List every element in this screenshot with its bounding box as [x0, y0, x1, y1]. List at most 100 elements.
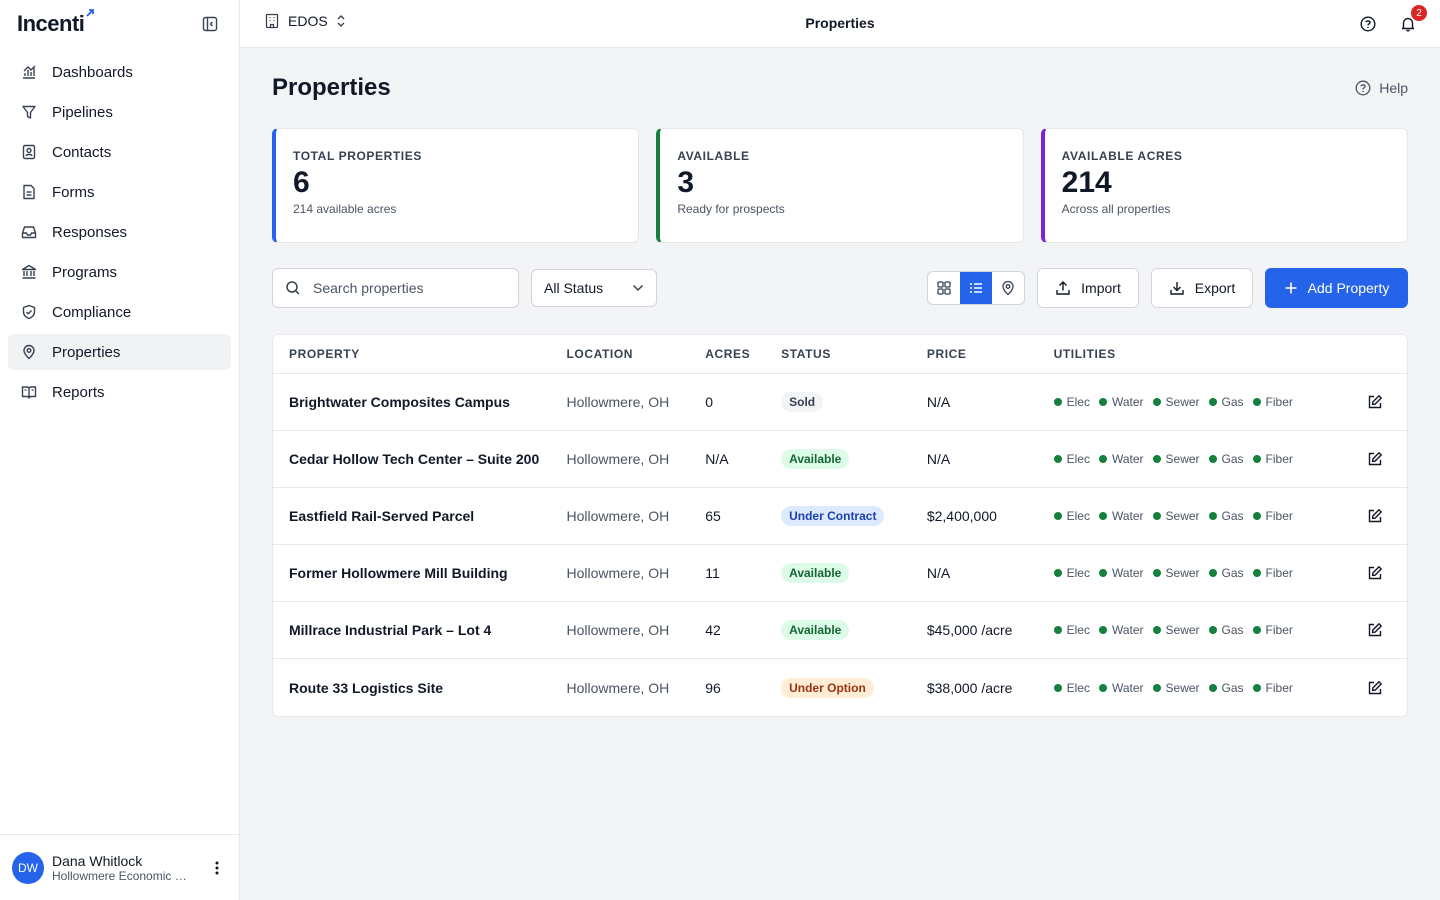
status-filter-select[interactable]: All Status — [531, 269, 657, 307]
edit-button[interactable] — [1364, 505, 1386, 527]
utility-sewer: Sewer — [1152, 566, 1200, 580]
stat-card-available-acres: AVAILABLE ACRES 214 Across all propertie… — [1040, 128, 1408, 243]
sidebar-item-reports[interactable]: Reports — [8, 374, 231, 410]
edit-button[interactable] — [1364, 619, 1386, 641]
property-location: Hollowmere, OH — [566, 565, 670, 581]
utility-label: Gas — [1221, 509, 1244, 523]
utility-water: Water — [1098, 623, 1144, 637]
actions-cell — [1343, 391, 1407, 413]
column-header-acres[interactable]: ACRES — [705, 347, 751, 361]
status-cell: Available — [781, 620, 927, 640]
bell-icon — [1401, 17, 1415, 32]
column-header-property[interactable]: PROPERTY — [289, 347, 360, 361]
column-header-status[interactable]: STATUS — [781, 347, 831, 361]
shield-icon — [21, 304, 37, 320]
status-badge: Under Contract — [781, 506, 885, 526]
utility-water: Water — [1098, 681, 1144, 695]
property-name[interactable]: Cedar Hollow Tech Center – Suite 200 — [289, 451, 540, 467]
help-button[interactable] — [1358, 14, 1378, 34]
utility-dot — [1152, 626, 1161, 634]
stat-value: 6 — [293, 166, 310, 199]
table-row[interactable]: Cedar Hollow Tech Center – Suite 200 Hol… — [273, 431, 1407, 488]
property-acres: 0 — [705, 394, 714, 410]
map-pin-icon — [1002, 280, 1014, 296]
property-acres: 96 — [705, 679, 721, 696]
view-toggle — [927, 271, 1025, 305]
utility-sewer: Sewer — [1152, 395, 1200, 409]
sidebar-item-properties[interactable]: Properties — [8, 334, 231, 370]
utility-dot — [1252, 455, 1261, 463]
utilities-list: Elec Water Sewer Gas Fiber — [1053, 623, 1343, 637]
add-property-button[interactable]: Add Property — [1265, 268, 1408, 308]
utility-water: Water — [1098, 395, 1144, 409]
avatar[interactable]: DW — [12, 851, 44, 884]
utility-fiber: Fiber — [1252, 623, 1293, 637]
export-label: Export — [1194, 280, 1236, 296]
column-header-price[interactable]: PRICE — [926, 347, 967, 361]
utility-elec: Elec — [1053, 509, 1090, 523]
table-row[interactable]: Eastfield Rail-Served Parcel Hollowmere,… — [273, 488, 1407, 545]
edit-button[interactable] — [1364, 677, 1386, 699]
sidebar-nav: Dashboards Pipelines Contacts Forms Resp… — [0, 48, 239, 410]
sidebar-item-label: Properties — [52, 343, 121, 361]
search-input[interactable] — [313, 280, 503, 296]
property-location: Hollowmere, OH — [566, 679, 670, 696]
edit-button[interactable] — [1364, 562, 1386, 584]
sidebar-item-responses[interactable]: Responses — [8, 214, 231, 250]
sidebar-item-programs[interactable]: Programs — [8, 254, 231, 290]
utility-dot — [1208, 455, 1217, 463]
user-menu-button[interactable] — [207, 858, 227, 878]
table-row[interactable]: Brightwater Composites Campus Hollowmere… — [273, 374, 1407, 431]
app-logo[interactable]: Incenti — [17, 9, 95, 37]
notifications-button[interactable]: 2 — [1398, 5, 1427, 34]
map-pin-icon — [21, 344, 37, 360]
property-price: N/A — [926, 451, 951, 467]
org-switcher[interactable]: EDOS — [265, 13, 346, 29]
list-icon — [970, 283, 982, 293]
import-button[interactable]: Import — [1037, 268, 1139, 308]
help-circle-icon — [1360, 16, 1376, 32]
edit-button[interactable] — [1364, 391, 1386, 413]
utility-dot — [1252, 626, 1261, 634]
utility-fiber: Fiber — [1252, 681, 1293, 695]
sidebar-item-compliance[interactable]: Compliance — [8, 294, 231, 330]
property-name[interactable]: Route 33 Logistics Site — [289, 679, 444, 696]
utility-sewer: Sewer — [1152, 509, 1200, 523]
property-name[interactable]: Former Hollowmere Mill Building — [289, 565, 508, 581]
sidebar-collapse-button[interactable] — [199, 13, 221, 35]
utility-dot — [1252, 683, 1261, 692]
property-price: N/A — [926, 565, 951, 581]
utility-label: Fiber — [1265, 509, 1293, 523]
sidebar-item-forms[interactable]: Forms — [8, 174, 231, 210]
sidebar-item-dashboards[interactable]: Dashboards — [8, 54, 231, 90]
property-price: N/A — [926, 394, 951, 410]
utility-label: Elec — [1066, 623, 1090, 637]
utility-dot — [1208, 512, 1217, 520]
status-cell: Under Contract — [781, 506, 927, 526]
table-row[interactable]: Route 33 Logistics Site Hollowmere, OH 9… — [273, 659, 1407, 716]
property-name[interactable]: Eastfield Rail-Served Parcel — [289, 508, 475, 524]
property-name[interactable]: Brightwater Composites Campus — [289, 394, 510, 410]
edit-button[interactable] — [1364, 448, 1386, 470]
sidebar-item-contacts[interactable]: Contacts — [8, 134, 231, 170]
grid-view-button[interactable] — [928, 272, 960, 304]
list-view-button[interactable] — [960, 272, 992, 304]
chevron-down-icon — [632, 284, 644, 292]
help-link[interactable]: Help — [1355, 80, 1408, 96]
table-row[interactable]: Millrace Industrial Park – Lot 4 Hollowm… — [273, 602, 1407, 659]
book-icon — [21, 384, 37, 400]
sidebar-item-pipelines[interactable]: Pipelines — [8, 94, 231, 130]
toolbar: All Status Import Export Add Property — [272, 268, 1408, 308]
utility-water: Water — [1098, 509, 1144, 523]
utility-label: Elec — [1066, 566, 1090, 580]
map-view-button[interactable] — [992, 272, 1024, 304]
table-row[interactable]: Former Hollowmere Mill Building Hollowme… — [273, 545, 1407, 602]
utility-label: Water — [1111, 566, 1144, 580]
column-header-location[interactable]: LOCATION — [566, 347, 634, 361]
utility-label: Elec — [1066, 680, 1090, 695]
export-button[interactable]: Export — [1151, 268, 1253, 308]
grid-icon — [937, 281, 951, 295]
property-acres: 65 — [705, 508, 721, 524]
property-name[interactable]: Millrace Industrial Park – Lot 4 — [289, 622, 492, 638]
status-badge: Under Option — [781, 677, 874, 698]
